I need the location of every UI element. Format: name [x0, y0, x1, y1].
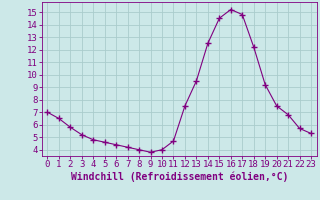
X-axis label: Windchill (Refroidissement éolien,°C): Windchill (Refroidissement éolien,°C): [70, 172, 288, 182]
